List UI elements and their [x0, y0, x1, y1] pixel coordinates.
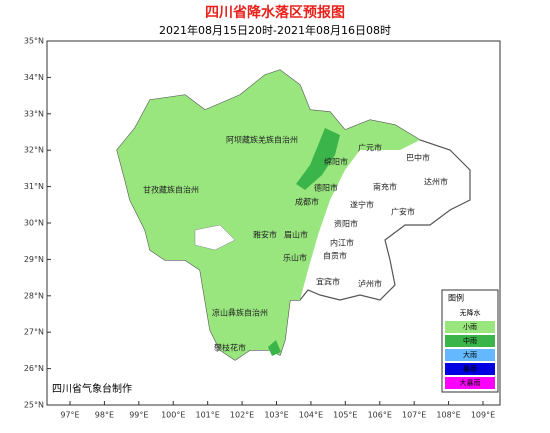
lon-label: 98°E	[95, 411, 114, 420]
legend-label: 无降水	[460, 308, 481, 317]
moderate-rain-area	[296, 128, 340, 190]
lon-label: 97°E	[60, 411, 79, 420]
legend-swatch	[445, 335, 495, 347]
lat-label: 34°N	[24, 73, 44, 82]
legend-title: 图例	[448, 293, 464, 303]
lon-label: 99°E	[129, 411, 148, 420]
lon-label: 102°E	[230, 411, 254, 420]
city-label: 南充市	[373, 182, 397, 192]
city-label: 甘孜藏族自治州	[143, 185, 199, 195]
lon-label: 107°E	[402, 411, 426, 420]
lat-label: 31°N	[24, 182, 44, 191]
city-label: 眉山市	[284, 230, 308, 240]
lon-label: 108°E	[436, 411, 460, 420]
city-label: 乐山市	[283, 253, 307, 263]
legend-swatch	[445, 349, 495, 361]
legend-swatch	[445, 307, 495, 319]
legend-label: 大暴雨	[460, 378, 481, 387]
city-label: 泸州市	[358, 279, 382, 289]
city-label: 巴中市	[406, 153, 430, 163]
city-label: 宜宾市	[316, 277, 340, 287]
lon-label: 100°E	[161, 411, 185, 420]
legend-label: 中雨	[463, 336, 477, 345]
lon-label: 105°E	[333, 411, 357, 420]
no-rain-hole	[194, 224, 236, 251]
legend-swatch	[445, 363, 495, 375]
legend-label: 小雨	[463, 322, 477, 331]
lat-label: 32°N	[24, 146, 44, 155]
lat-label: 28°N	[24, 291, 44, 300]
city-label: 雅安市	[253, 230, 277, 240]
legend-label: 暴雨	[463, 365, 477, 373]
moderate-rain-area	[268, 340, 281, 356]
city-label: 阿坝藏族羌族自治州	[226, 135, 298, 145]
lon-label: 104°E	[299, 411, 323, 420]
city-label: 内江市	[330, 238, 354, 248]
light-rain-area	[117, 70, 420, 360]
title: 四川省降水落区预报图	[205, 4, 345, 21]
city-label: 攀枝花市	[214, 343, 246, 353]
city-label: 广元市	[358, 143, 382, 153]
lat-label: 27°N	[24, 328, 44, 337]
lon-label: 106°E	[368, 411, 392, 420]
city-label: 达州市	[424, 177, 448, 187]
lon-label: 103°E	[264, 411, 288, 420]
city-label: 广安市	[391, 207, 415, 217]
lon-label: 101°E	[196, 411, 220, 420]
city-label: 遂宁市	[350, 200, 374, 210]
lat-label: 26°N	[24, 364, 44, 373]
city-label: 自贡市	[323, 251, 347, 261]
credit: 四川省气象台制作	[52, 382, 132, 395]
city-label: 资阳市	[334, 219, 358, 229]
lat-label: 25°N	[24, 401, 44, 410]
city-label: 德阳市	[314, 183, 338, 193]
lat-label: 29°N	[24, 255, 44, 264]
lat-label: 33°N	[24, 109, 44, 118]
city-label: 成都市	[295, 197, 319, 207]
lon-label: 109°E	[471, 411, 495, 420]
legend-swatch	[445, 321, 495, 333]
lat-label: 30°N	[24, 219, 44, 228]
city-label: 凉山彝族自治州	[212, 308, 268, 318]
legend-label: 大雨	[463, 350, 477, 359]
lat-label: 35°N	[24, 37, 44, 46]
legend-swatch	[445, 377, 495, 389]
subtitle: 2021年08月15日20时-2021年08月16日08时	[159, 23, 391, 37]
city-label: 绵阳市	[324, 157, 348, 167]
